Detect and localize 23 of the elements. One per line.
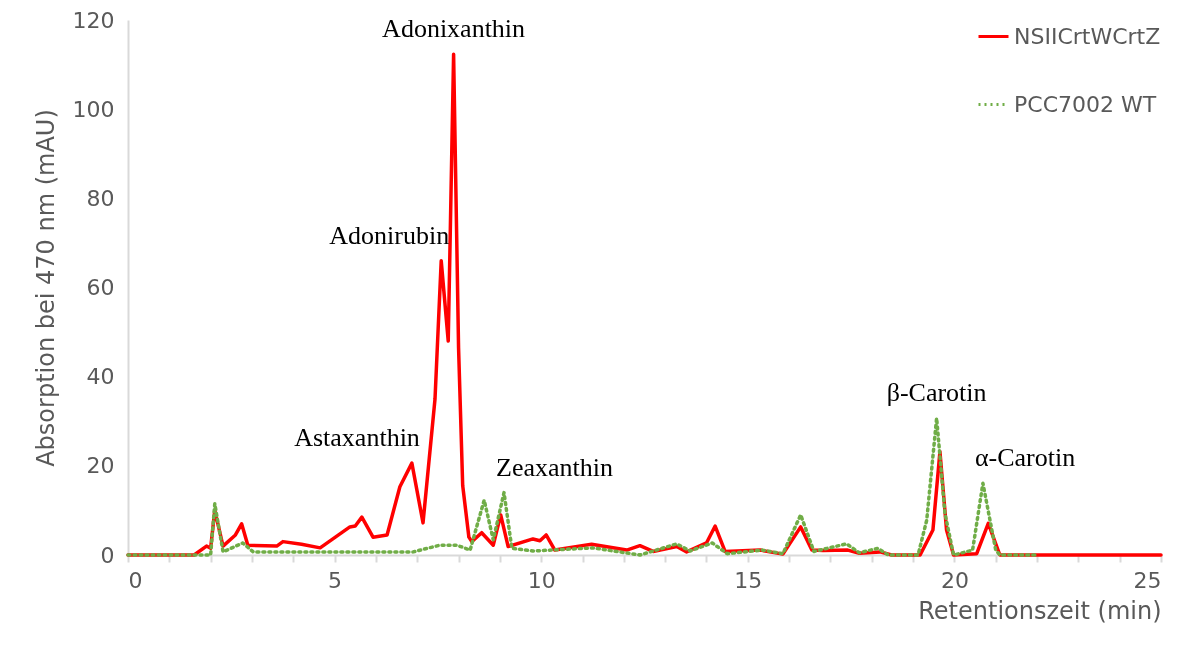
annotation: Adonirubin bbox=[329, 220, 450, 250]
y-axis-title: Absorption bei 470 nm (mAU) bbox=[31, 109, 60, 467]
x-axis-title: Retentionszeit (min) bbox=[918, 596, 1162, 625]
annotation: α-Carotin bbox=[974, 443, 1076, 473]
annotation: Zeaxanthin bbox=[496, 452, 613, 482]
x-tick-label: 5 bbox=[328, 567, 343, 593]
x-tick-label: 0 bbox=[128, 567, 143, 593]
y-tick-label: 80 bbox=[86, 185, 115, 211]
annotation: Astaxanthin bbox=[294, 423, 420, 453]
y-tick-label: 0 bbox=[100, 542, 115, 568]
legend-label: NSIICrtWCrtZ bbox=[1014, 23, 1161, 49]
x-tick-label: 10 bbox=[527, 567, 556, 593]
y-tick-label: 20 bbox=[86, 453, 115, 479]
legend-label: PCC7002 WT bbox=[1014, 91, 1157, 117]
annotation: β-Carotin bbox=[886, 378, 987, 408]
y-tick-label: 40 bbox=[86, 364, 115, 390]
x-tick-label: 20 bbox=[940, 567, 969, 593]
x-tick-label: 25 bbox=[1133, 567, 1162, 593]
y-tick-label: 100 bbox=[72, 96, 115, 122]
y-tick-label: 60 bbox=[86, 275, 115, 300]
y-tick-label: 120 bbox=[72, 7, 115, 33]
annotation: Adonixanthin bbox=[382, 14, 526, 44]
x-tick-label: 15 bbox=[734, 567, 763, 593]
